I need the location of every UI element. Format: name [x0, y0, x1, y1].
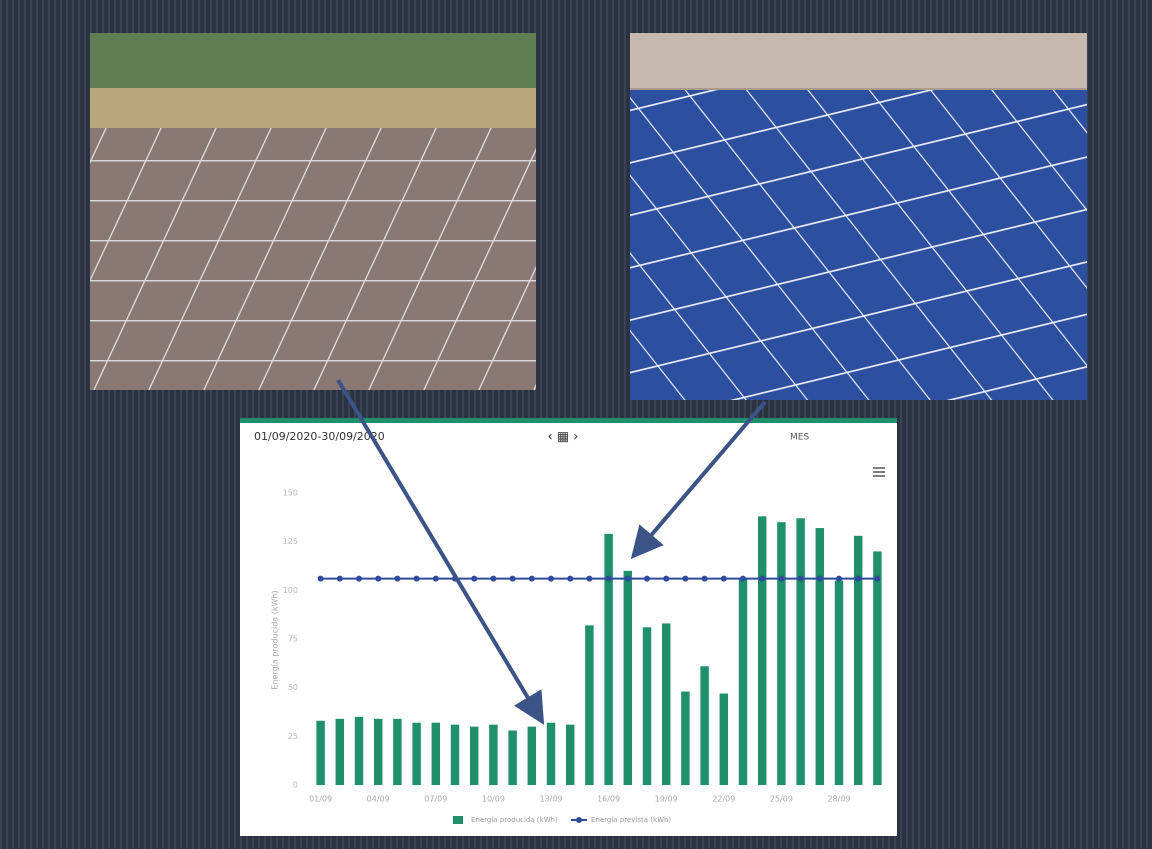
bar	[834, 580, 844, 785]
bar	[450, 724, 460, 785]
bar	[796, 518, 805, 785]
y-tick-label: 25	[288, 732, 298, 741]
bar	[661, 623, 671, 785]
line-point	[759, 575, 766, 582]
line-point	[336, 575, 343, 582]
y-tick-label: 150	[283, 489, 298, 498]
line-point	[509, 575, 516, 582]
legend-label: Energía producida (kWh)	[471, 816, 558, 824]
y-tick-label: 50	[288, 683, 298, 692]
line-point	[356, 575, 362, 582]
bar	[777, 522, 786, 785]
y-tick-label: 75	[288, 635, 298, 644]
line-point	[471, 575, 478, 582]
period-selector[interactable]: MES	[790, 433, 809, 443]
date-range: 01/09/2020-30/09/2020	[254, 430, 385, 443]
bar	[815, 528, 825, 785]
bar	[585, 625, 594, 785]
bar	[431, 722, 441, 785]
bar	[508, 730, 517, 785]
line-point	[490, 575, 497, 582]
line-point	[740, 575, 746, 582]
line-point	[528, 575, 535, 582]
line-point	[778, 575, 785, 582]
bar	[412, 722, 421, 785]
y-axis-label: Energía producida (kWh)	[271, 590, 280, 689]
bar	[565, 724, 575, 785]
x-tick-label: 19/09	[655, 795, 678, 804]
bar	[853, 535, 863, 785]
line-point	[394, 575, 401, 582]
bar	[316, 720, 325, 785]
y-tick-label: 125	[283, 537, 298, 546]
x-tick-label: 10/09	[482, 795, 505, 804]
line-point	[624, 575, 631, 582]
photo-clean-panels	[630, 33, 1087, 400]
bar	[335, 718, 345, 785]
bar	[681, 691, 690, 785]
x-tick-label: 04/09	[367, 795, 390, 804]
line-point	[413, 575, 420, 582]
bar	[469, 726, 479, 785]
x-tick-label: 13/09	[539, 795, 562, 804]
line-point	[432, 575, 439, 582]
bar	[546, 722, 556, 785]
x-tick-label: 01/09	[309, 795, 332, 804]
bar	[623, 570, 633, 785]
y-tick-label: 0	[293, 781, 298, 790]
line-point	[720, 575, 727, 582]
line-point	[663, 575, 670, 582]
legend-label: Energía prevista (kWh)	[591, 816, 671, 824]
plot: 0 25 50 75 100 125 150 01/09 04/09 07/09 10/09 13/0…	[283, 489, 882, 824]
legend-swatch	[576, 817, 582, 823]
line-point	[567, 575, 574, 582]
line-point	[375, 575, 382, 582]
arrows	[336, 378, 767, 725]
line-point	[317, 575, 324, 582]
x-tick-label: 07/09	[424, 795, 447, 804]
line-point	[682, 575, 689, 582]
line-point	[605, 575, 612, 582]
photo-uncoated-panels	[90, 33, 536, 390]
line-point	[836, 575, 842, 582]
x-tick-label: 16/09	[597, 795, 620, 804]
calendar-nav[interactable]: ‹ ▦ ›	[548, 430, 579, 445]
bar	[489, 724, 498, 785]
line-point	[586, 575, 593, 582]
bar	[604, 533, 613, 785]
line-point	[855, 575, 862, 582]
line-point	[797, 575, 804, 582]
bar	[527, 726, 537, 785]
line-point	[816, 575, 823, 582]
line-point	[874, 575, 881, 582]
x-tick-label: 28/09	[827, 795, 850, 804]
line-point	[701, 575, 708, 582]
bar	[738, 578, 748, 785]
x-tick-label: 22/09	[712, 795, 735, 804]
bar	[757, 516, 767, 785]
menu-icon[interactable]	[873, 467, 885, 477]
bar	[393, 718, 402, 785]
bar	[642, 627, 652, 785]
line-point	[644, 575, 650, 582]
bar	[719, 693, 729, 785]
bar	[373, 718, 383, 785]
bar	[354, 716, 364, 785]
y-tick-label: 100	[283, 586, 298, 595]
legend-swatch	[453, 816, 463, 824]
bar	[873, 551, 882, 785]
bar	[700, 666, 709, 785]
x-tick-label: 25/09	[770, 795, 793, 804]
line-point	[548, 575, 554, 582]
